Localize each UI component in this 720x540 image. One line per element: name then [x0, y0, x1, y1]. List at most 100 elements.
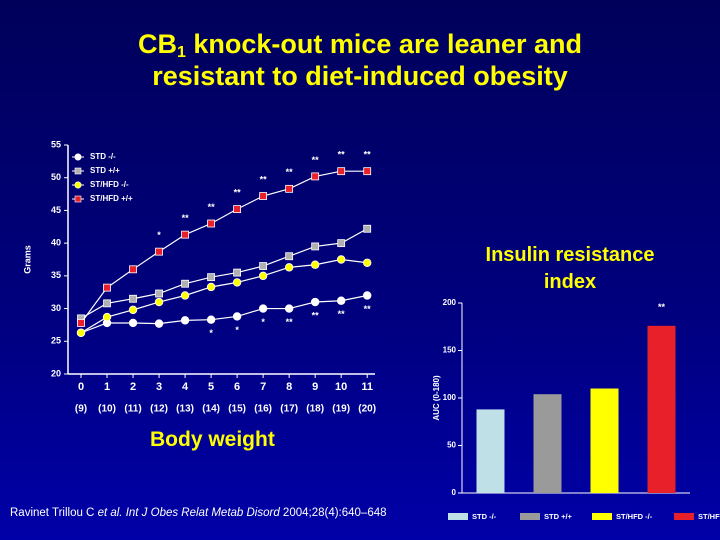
series-line [80, 294, 368, 334]
marker [129, 294, 137, 303]
marker [180, 316, 190, 325]
marker [206, 315, 216, 324]
legend-marker [74, 153, 82, 161]
significance: ** [260, 174, 268, 184]
significance: ** [234, 187, 242, 197]
legend-swatch [448, 513, 468, 520]
marker [128, 305, 138, 315]
marker [258, 304, 268, 313]
x-sublabel: (10) [98, 404, 116, 415]
marker [362, 291, 372, 300]
marker [310, 260, 320, 269]
x-tick-label: 6 [234, 381, 240, 393]
significance: * [209, 328, 213, 338]
marker [284, 263, 294, 272]
x-sublabel: (9) [75, 404, 87, 415]
significance: ** [312, 310, 320, 320]
x-sublabel: (15) [228, 404, 246, 415]
title-text: resistant to diet-induced obesity [152, 61, 568, 91]
bar [476, 409, 505, 493]
marker [102, 312, 112, 322]
marker [285, 252, 294, 261]
significance: ** [286, 317, 294, 327]
ref-text: 2004;28(4):640–648 [279, 507, 387, 519]
title-text: CB [137, 29, 177, 59]
x-sublabel: (18) [306, 404, 324, 415]
marker [207, 219, 215, 228]
y-tick-label: 30 [51, 303, 61, 313]
y-tick-label: 0 [452, 488, 457, 497]
slide-title: CB1 knock-out mice are leaner and resista… [0, 28, 720, 92]
series-line [80, 258, 368, 334]
legend-label: ST/HFD -/- [616, 512, 653, 521]
x-sublabel: (17) [280, 404, 298, 415]
marker [103, 299, 111, 308]
x-tick-label: 11 [361, 381, 373, 393]
x-tick-label: 1 [104, 381, 110, 393]
x-tick-label: 0 [78, 381, 84, 393]
legend-swatch [520, 513, 540, 520]
x-sublabel: (19) [332, 404, 350, 415]
title-text: knock-out mice are leaner and [185, 29, 583, 59]
legend-label: ST/HFD +/+ [698, 512, 720, 521]
legend-label: ST/HFD +/+ [90, 194, 133, 203]
marker [181, 279, 189, 288]
marker [181, 230, 189, 239]
legend-marker [74, 195, 82, 203]
marker [180, 291, 190, 300]
marker [310, 297, 320, 307]
y-tick-label: 50 [51, 172, 61, 182]
x-sublabel: (13) [176, 404, 194, 415]
significance: ** [338, 309, 346, 319]
legend-label: STD +/+ [90, 166, 120, 175]
title-subscript: 1 [176, 44, 186, 61]
legend-label: STD +/+ [544, 512, 573, 521]
legend-label: STD -/- [472, 512, 497, 521]
x-sublabel: (16) [254, 404, 272, 415]
legend-marker [74, 167, 82, 175]
marker [233, 205, 242, 214]
x-tick-label: 10 [335, 381, 347, 393]
ref-text: et al. [97, 507, 123, 519]
marker [311, 172, 320, 181]
significance: * [261, 317, 265, 327]
legend-swatch [674, 513, 694, 520]
x-sublabel: (11) [124, 404, 141, 415]
marker [103, 283, 111, 292]
significance: ** [658, 302, 666, 312]
marker [336, 296, 346, 305]
marker [207, 273, 215, 282]
marker [128, 318, 138, 328]
x-sublabel: (20) [358, 404, 376, 415]
ref-text: Ravinet Trillou C [10, 507, 98, 519]
x-tick-label: 8 [286, 381, 292, 393]
marker [155, 247, 163, 256]
y-tick-label: 25 [51, 336, 61, 346]
y-tick-label: 35 [51, 270, 61, 280]
significance: ** [364, 304, 372, 314]
significance: ** [338, 150, 346, 160]
y-tick-label: 200 [443, 298, 457, 307]
significance: ** [286, 167, 294, 177]
marker [284, 304, 294, 313]
series-line [80, 228, 368, 319]
significance: ** [364, 150, 372, 160]
y-axis-label: Grams [22, 245, 32, 274]
marker [363, 167, 372, 176]
legend-swatch [592, 513, 612, 520]
legend-label: STD -/- [90, 152, 116, 161]
y-tick-label: 150 [443, 346, 457, 355]
x-tick-label: 4 [182, 381, 189, 393]
x-sublabel: (14) [202, 404, 220, 415]
significance: ** [182, 213, 190, 223]
marker [336, 255, 346, 264]
marker [77, 319, 85, 327]
chart-title: Insulin resistance index [485, 244, 655, 293]
legend-marker [74, 181, 82, 189]
x-tick-label: 2 [130, 381, 136, 393]
marker [154, 319, 164, 328]
marker [232, 312, 242, 321]
y-tick-label: 100 [443, 393, 457, 402]
